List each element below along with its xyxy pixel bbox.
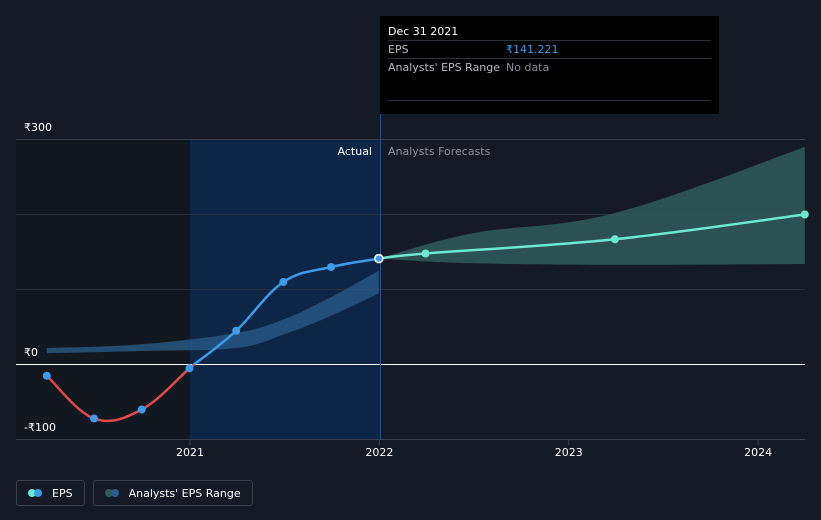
tooltip-footer-divider bbox=[388, 100, 711, 101]
legend-eps-button[interactable]: EPS bbox=[16, 480, 85, 506]
y-tick-300: ₹300 bbox=[24, 121, 52, 134]
eps-range-forecast bbox=[378, 147, 805, 265]
tooltip-date: Dec 31 2021 bbox=[388, 25, 459, 38]
y-tick-minus-100: -₹100 bbox=[24, 421, 56, 434]
x-tick-label: 2022 bbox=[365, 446, 393, 459]
legend-eps-label: EPS bbox=[52, 486, 73, 500]
eps-chart: Actual Analysts Forecasts ₹300 ₹0 -₹100 … bbox=[16, 110, 809, 459]
tooltip-range-value: No data bbox=[506, 61, 550, 74]
eps-forecast-line bbox=[378, 213, 805, 260]
tooltip-range-label: Analysts' EPS Range bbox=[388, 61, 501, 74]
eps-point[interactable] bbox=[232, 326, 241, 335]
forecast-point[interactable] bbox=[421, 249, 430, 258]
x-tick-label: 2021 bbox=[176, 446, 204, 459]
eps-point[interactable] bbox=[90, 414, 99, 423]
tooltip-eps-row: EPS ₹141.221 bbox=[388, 40, 711, 58]
x-tick-label: 2024 bbox=[744, 446, 772, 459]
eps-point[interactable] bbox=[374, 253, 384, 264]
eps-range-historical bbox=[46, 270, 379, 354]
eps-point[interactable] bbox=[279, 278, 288, 286]
actual-section-label: Actual bbox=[338, 145, 372, 158]
tooltip-range-row: Analysts' EPS Range No data bbox=[388, 58, 711, 76]
data-points bbox=[42, 210, 809, 423]
tooltip: Dec 31 2021 EPS ₹141.221 Analysts' EPS R… bbox=[380, 16, 719, 114]
legend-range-label: Analysts' EPS Range bbox=[128, 486, 241, 500]
forecast-point[interactable] bbox=[800, 210, 809, 219]
eps-point[interactable] bbox=[137, 405, 146, 414]
forecast-section-label: Analysts Forecasts bbox=[388, 145, 491, 158]
tooltip-eps-label: EPS bbox=[388, 43, 409, 56]
eps-legend-icon bbox=[28, 488, 44, 498]
eps-point[interactable] bbox=[185, 364, 194, 373]
x-tick-label: 2023 bbox=[555, 446, 583, 459]
eps-point[interactable] bbox=[42, 371, 51, 380]
tooltip-eps-value: ₹141.221 bbox=[506, 43, 559, 56]
x-axis-ticks: 2021 2022 2023 2024 bbox=[176, 440, 772, 459]
legend-range-button[interactable]: Analysts' EPS Range bbox=[92, 480, 253, 506]
legend: EPS Analysts' EPS Range bbox=[16, 480, 253, 506]
eps-point[interactable] bbox=[327, 263, 336, 271]
y-tick-0: ₹0 bbox=[24, 346, 38, 359]
forecast-point[interactable] bbox=[610, 235, 619, 244]
range-legend-icon bbox=[104, 488, 121, 498]
